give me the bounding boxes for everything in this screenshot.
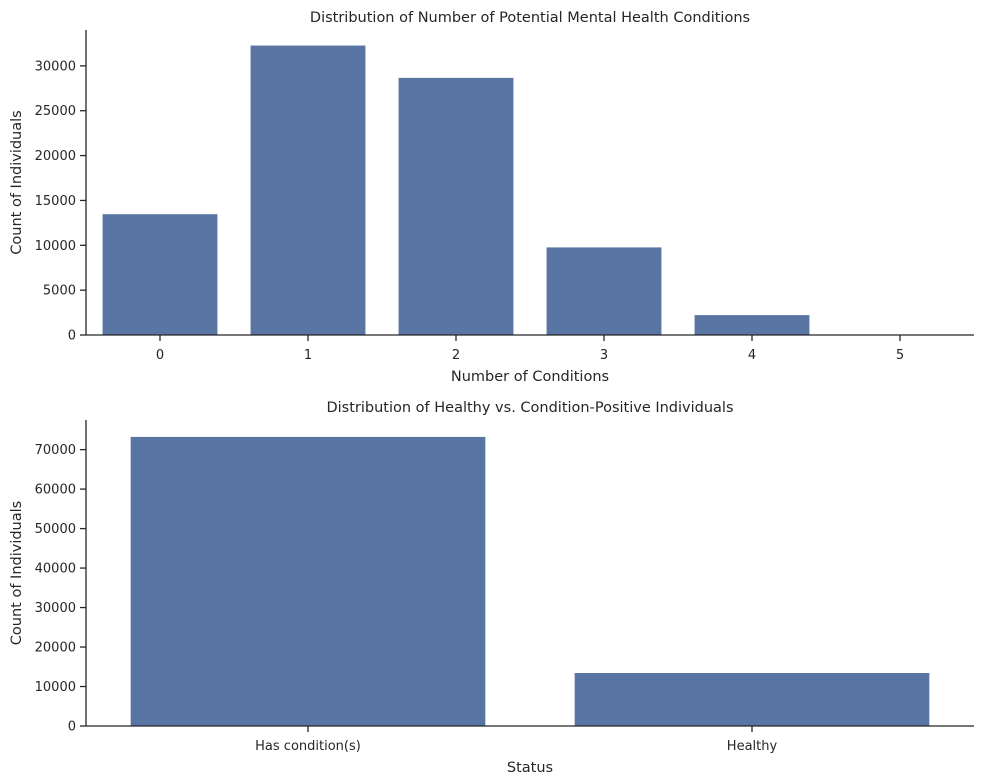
chart2-bar-2: [574, 672, 930, 727]
chart1-x-tick-label: 5: [896, 348, 904, 363]
chart2-bar-1: [130, 436, 486, 727]
chart2-x-tick-label: Has condition(s): [255, 739, 361, 754]
chart1-y-tick-label: 5000: [43, 284, 76, 299]
chart2-x-axis-label: Status: [507, 760, 553, 776]
chart1-bar-3: [397, 77, 515, 336]
chart1-x-axis-label: Number of Conditions: [451, 369, 609, 385]
chart2-y-tick-label: 30000: [35, 601, 76, 616]
chart2-y-tick-label: 60000: [35, 483, 76, 498]
chart2-y-tick-label: 40000: [35, 562, 76, 577]
chart1-y-axis-label: Count of Individuals: [9, 110, 25, 254]
chart1-y-tick-label: 10000: [35, 239, 76, 254]
chart1-x-tick-label: 0: [156, 348, 164, 363]
chart1-bar-5: [693, 314, 811, 336]
chart2-y-axis-label: Count of Individuals: [9, 501, 25, 645]
chart1-y-tick-label: 0: [68, 329, 76, 344]
chart2-x-tick-label: Healthy: [727, 739, 778, 754]
chart1-title: Distribution of Number of Potential Ment…: [310, 10, 750, 26]
chart1-x-tick-label: 2: [452, 348, 460, 363]
chart1-bar-4: [545, 246, 663, 336]
chart1-y-tick-label: 15000: [35, 194, 76, 209]
chart2-y-tick-label: 10000: [35, 680, 76, 695]
chart1-x-tick-label: 4: [748, 348, 756, 363]
chart2-y-tick-label: 70000: [35, 443, 76, 458]
chart1-bar-2: [249, 44, 367, 336]
chart1-y-tick-label: 25000: [35, 104, 76, 119]
chart1-y-tick-label: 30000: [35, 59, 76, 74]
chart2-y-tick-label: 20000: [35, 641, 76, 656]
chart1-x-tick-label: 1: [304, 348, 312, 363]
chart1-bar-1: [101, 213, 219, 336]
chart2-y-tick-label: 50000: [35, 522, 76, 537]
chart1-x-tick-label: 3: [600, 348, 608, 363]
chart2-y-tick-label: 0: [68, 720, 76, 735]
chart2-title: Distribution of Healthy vs. Condition-Po…: [326, 400, 733, 416]
chart1-y-tick-label: 20000: [35, 149, 76, 164]
